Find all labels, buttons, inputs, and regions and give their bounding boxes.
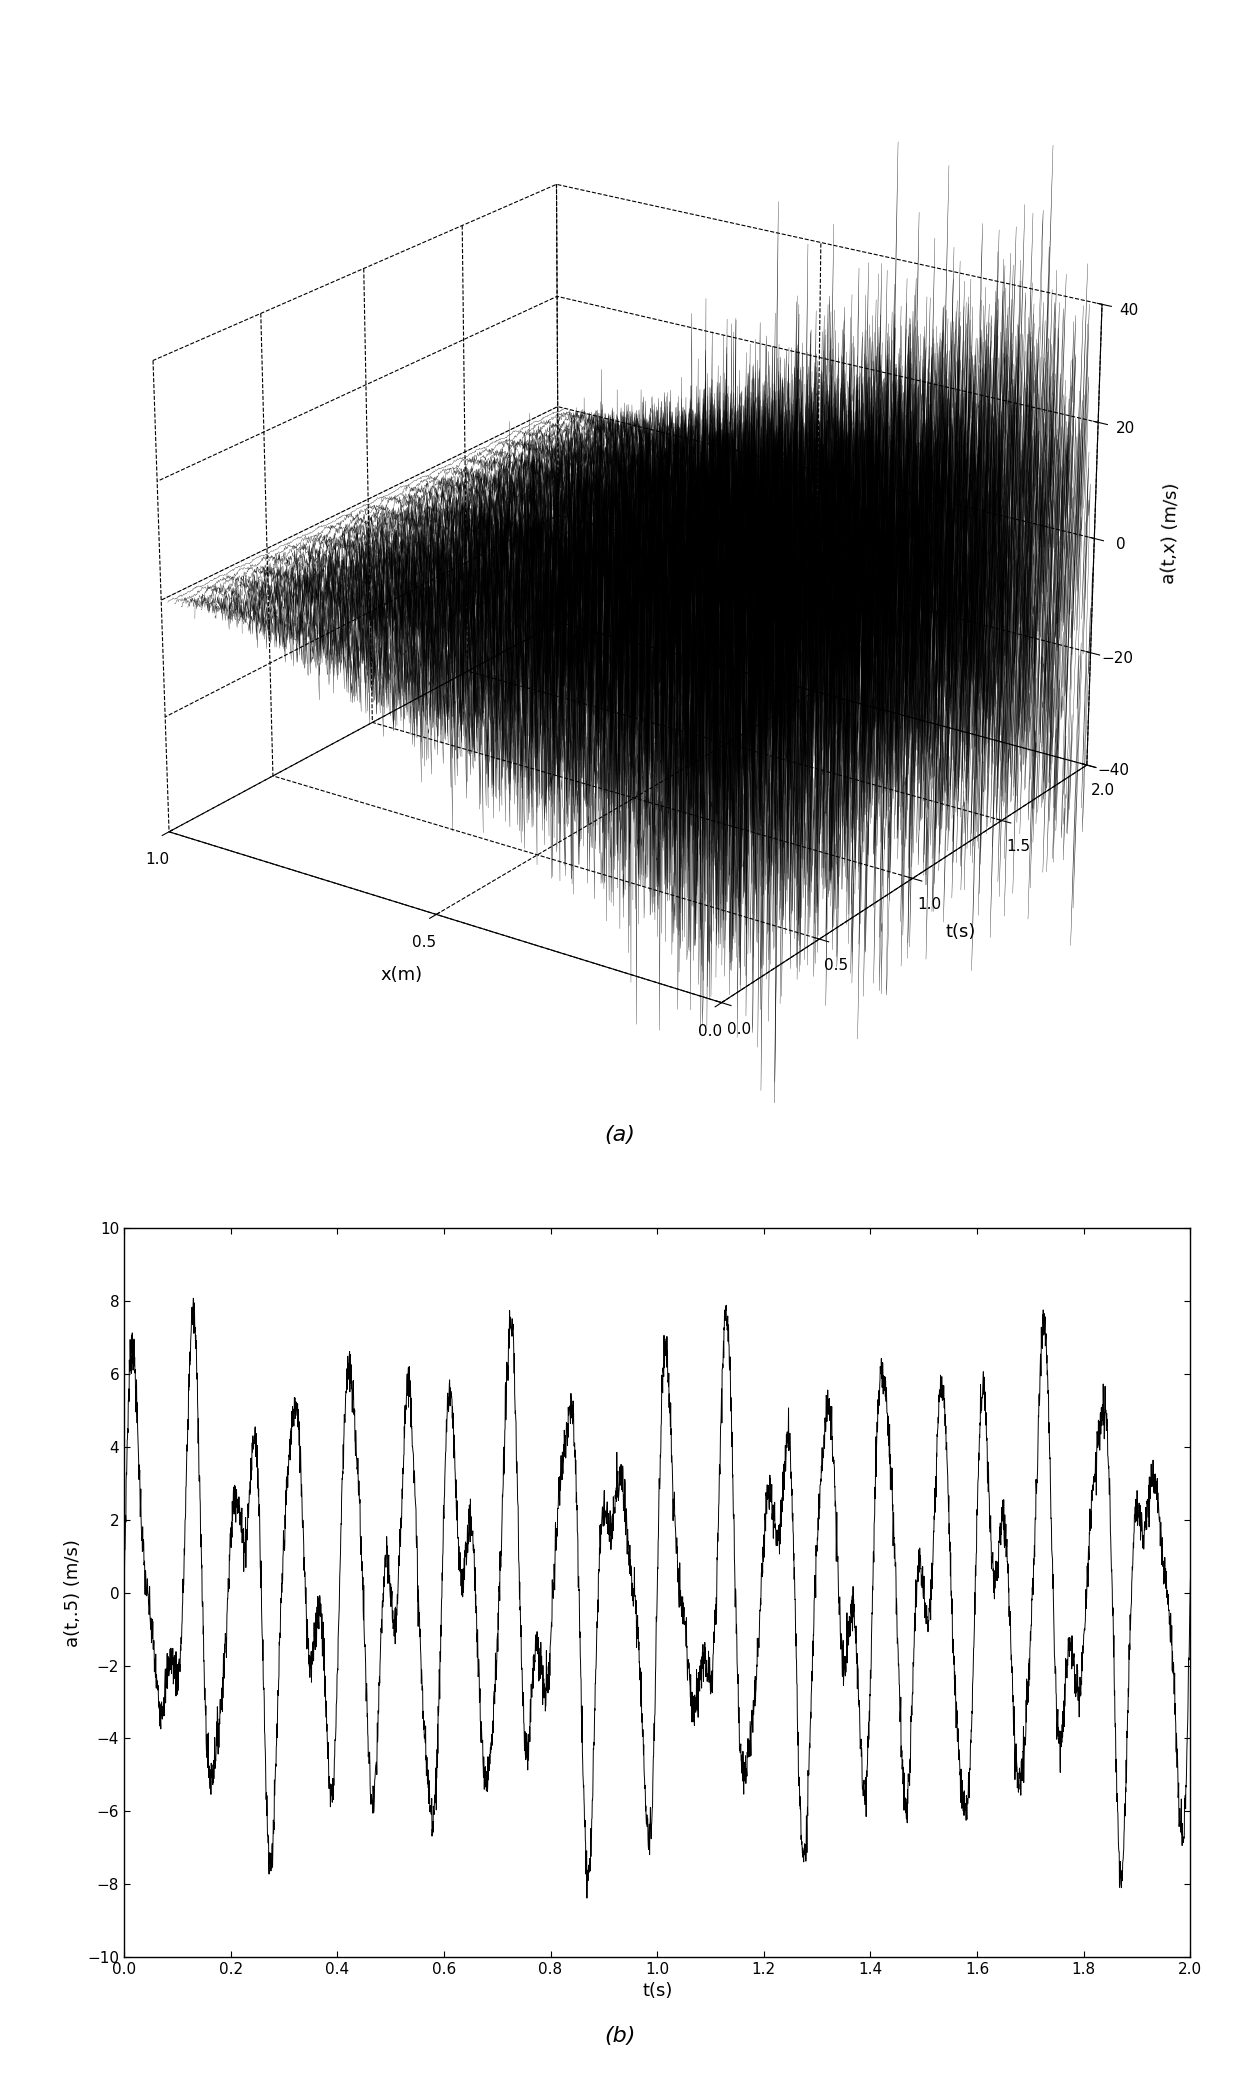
Y-axis label: t(s): t(s) xyxy=(945,922,976,941)
Text: (a): (a) xyxy=(605,1124,635,1145)
Y-axis label: a(t,.5) (m/s): a(t,.5) (m/s) xyxy=(63,1539,82,1647)
X-axis label: x(m): x(m) xyxy=(381,966,423,985)
X-axis label: t(s): t(s) xyxy=(642,1982,672,2001)
Text: (b): (b) xyxy=(604,2026,636,2047)
